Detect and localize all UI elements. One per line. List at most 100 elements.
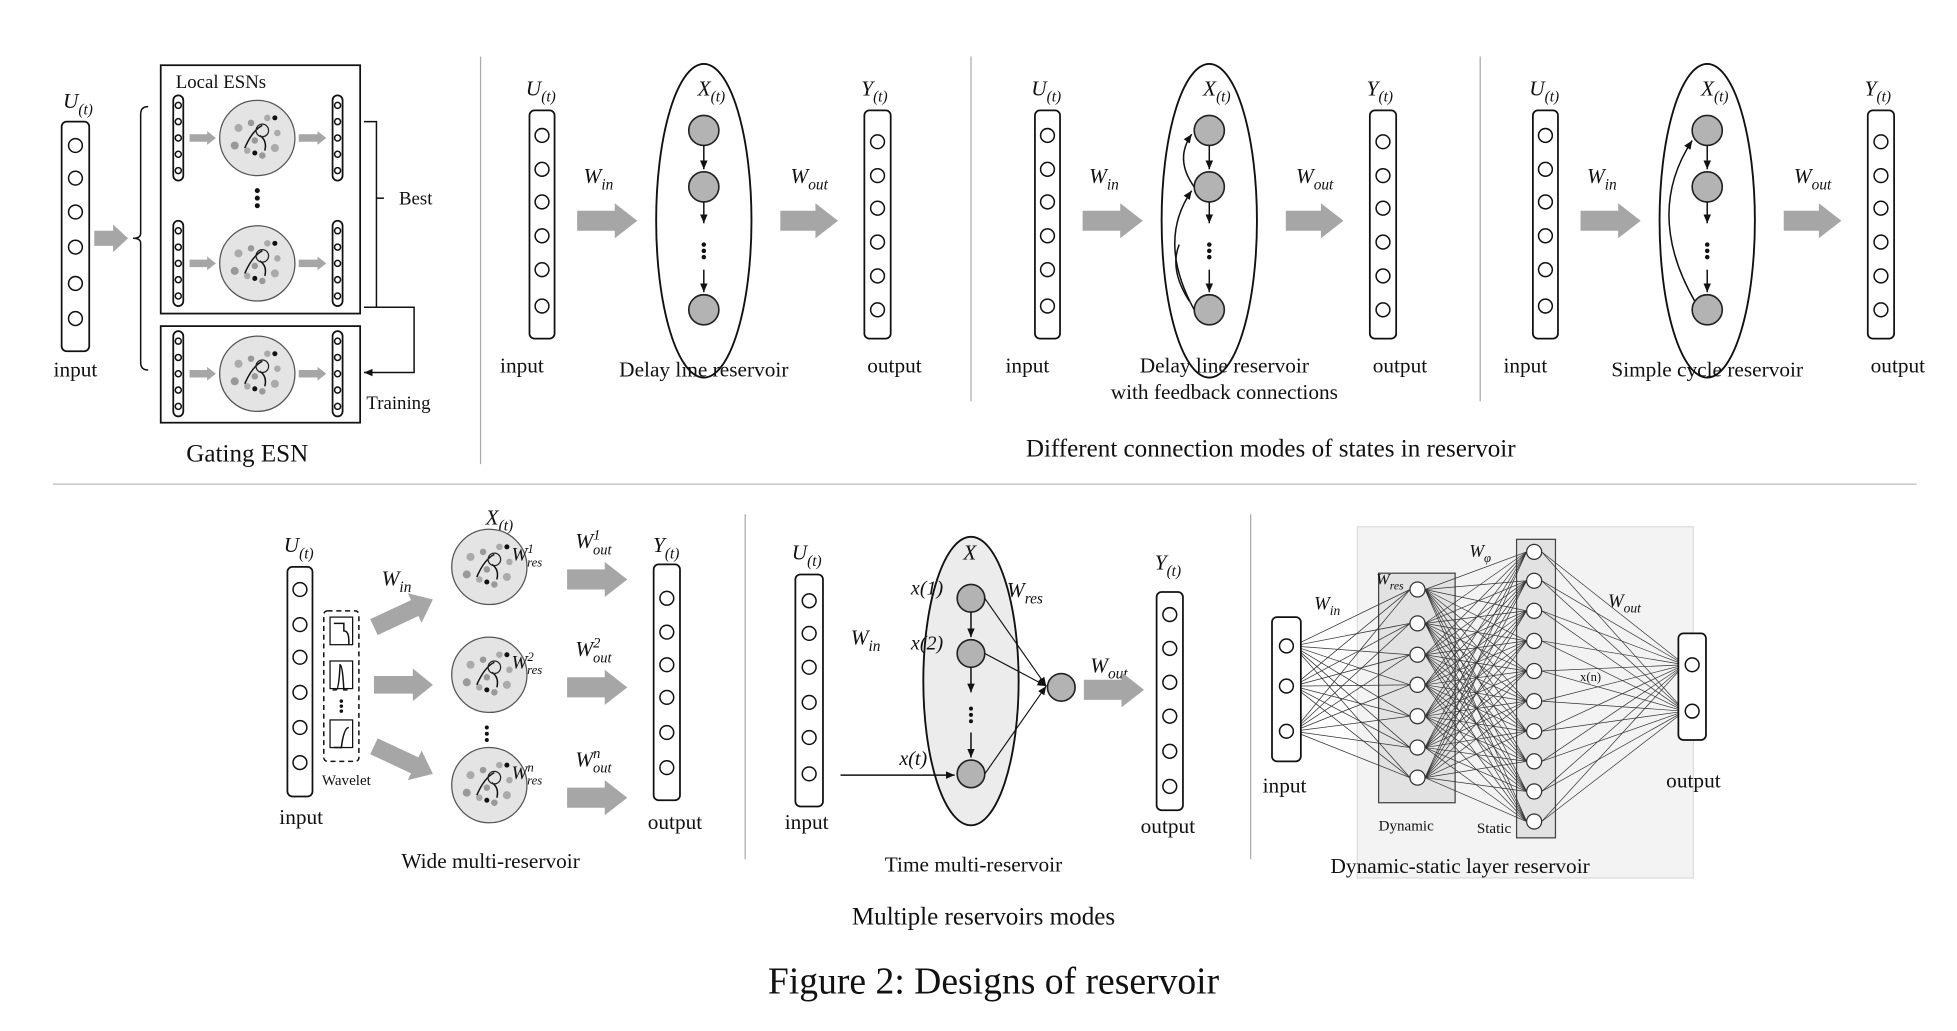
math-label: U(t) — [284, 533, 314, 562]
reservoir — [219, 99, 296, 177]
unit — [1873, 200, 1889, 216]
flow-arrow — [1783, 203, 1842, 239]
reservoir-node — [251, 137, 259, 144]
reservoir-node — [462, 788, 471, 797]
unit — [174, 117, 183, 126]
neuron — [1193, 171, 1226, 203]
flow-arrow — [298, 256, 327, 271]
unit — [333, 370, 342, 378]
unit — [292, 616, 308, 633]
math-base: W — [1376, 569, 1391, 588]
ellipsis-dot — [339, 699, 344, 703]
math-sub: (t) — [1714, 89, 1728, 106]
math-label: Win — [851, 626, 881, 655]
connector — [1424, 551, 1527, 590]
unit — [534, 298, 550, 314]
section-title: Multiple reservoirs modes — [852, 903, 1115, 930]
flow-arrow — [298, 131, 327, 145]
unit — [1162, 743, 1178, 759]
math-sub: res — [527, 555, 542, 569]
flow-arrow — [567, 780, 628, 816]
connector — [1424, 580, 1527, 778]
connector — [1541, 664, 1685, 762]
unit — [801, 729, 817, 746]
unit — [333, 150, 342, 159]
connector — [1541, 664, 1685, 792]
reservoir-node — [504, 652, 510, 658]
math-label: U(t) — [792, 540, 822, 569]
reservoir-node — [252, 275, 258, 281]
reservoir-node — [272, 351, 278, 357]
reservoir-node — [506, 558, 513, 566]
unit — [659, 624, 675, 640]
flow-arrow — [94, 224, 129, 253]
unit — [1684, 703, 1700, 719]
section-title: Different connection modes of states in … — [1026, 436, 1516, 463]
panel-title: Wide multi-reservoir — [401, 849, 579, 873]
reservoir-node — [247, 119, 255, 127]
connector — [1424, 715, 1527, 792]
math-base: Y — [653, 533, 667, 557]
connector — [1424, 640, 1527, 778]
flow-arrow — [189, 366, 216, 381]
connector — [1541, 664, 1685, 672]
connector — [1293, 645, 1411, 778]
connector — [1541, 710, 1685, 732]
math-sub: out — [1812, 177, 1832, 194]
math-sup: n — [527, 760, 533, 774]
reservoir-node — [252, 150, 258, 156]
reservoir — [451, 636, 528, 714]
connector — [1424, 580, 1527, 624]
connector — [1541, 670, 1685, 712]
connector — [1424, 777, 1527, 822]
math-label: X — [962, 540, 977, 564]
unit — [174, 402, 183, 411]
unit — [174, 166, 183, 175]
unit — [174, 292, 183, 300]
neuron — [1409, 646, 1426, 663]
ellipsis-dot — [254, 188, 260, 194]
ellipsis-dot — [484, 731, 489, 736]
math-sub: (t) — [1379, 89, 1393, 106]
reservoir-node — [230, 377, 239, 386]
math-base: W — [1314, 594, 1332, 615]
ellipsis-dot — [254, 195, 260, 201]
connector — [1424, 715, 1527, 822]
vector-box — [1677, 632, 1707, 741]
label: input — [279, 805, 323, 829]
math-sub: (t) — [873, 89, 887, 106]
reservoir — [451, 528, 528, 606]
unit — [659, 657, 675, 673]
reservoir-loop — [255, 248, 270, 263]
caption: Figure 2: Designs of reservoir — [768, 960, 1220, 1002]
neuron — [1409, 708, 1426, 725]
connector — [1293, 730, 1411, 778]
unit — [333, 166, 342, 175]
math-label: Wout — [1296, 164, 1334, 193]
connector — [1424, 589, 1527, 642]
wavelet-curve — [333, 622, 350, 645]
math-base: X — [485, 505, 500, 529]
math-base: Y — [1367, 76, 1381, 100]
ellipsis-dot — [968, 706, 973, 711]
neuron — [1409, 739, 1426, 756]
math-label: W2 out — [575, 635, 612, 666]
reservoir-node — [491, 689, 498, 696]
reservoir-link — [476, 771, 495, 796]
math-base: W — [1007, 578, 1027, 602]
reservoir-node — [230, 266, 239, 275]
neuron — [1525, 753, 1543, 770]
unit — [1873, 268, 1889, 284]
math-label: X(t) — [1202, 76, 1231, 105]
math-sub: (t) — [541, 89, 555, 106]
math-base: U — [63, 89, 80, 113]
node-label: x(1) — [910, 578, 944, 600]
unit — [1537, 262, 1554, 278]
math-base: W — [575, 529, 595, 553]
panel-title: Dynamic-static layer reservoir — [1331, 854, 1590, 878]
math-sub: in — [1605, 177, 1617, 194]
math-sub: res — [527, 774, 542, 788]
math-sup: 1 — [593, 528, 600, 544]
unit — [333, 337, 342, 345]
connector — [1541, 640, 1685, 712]
